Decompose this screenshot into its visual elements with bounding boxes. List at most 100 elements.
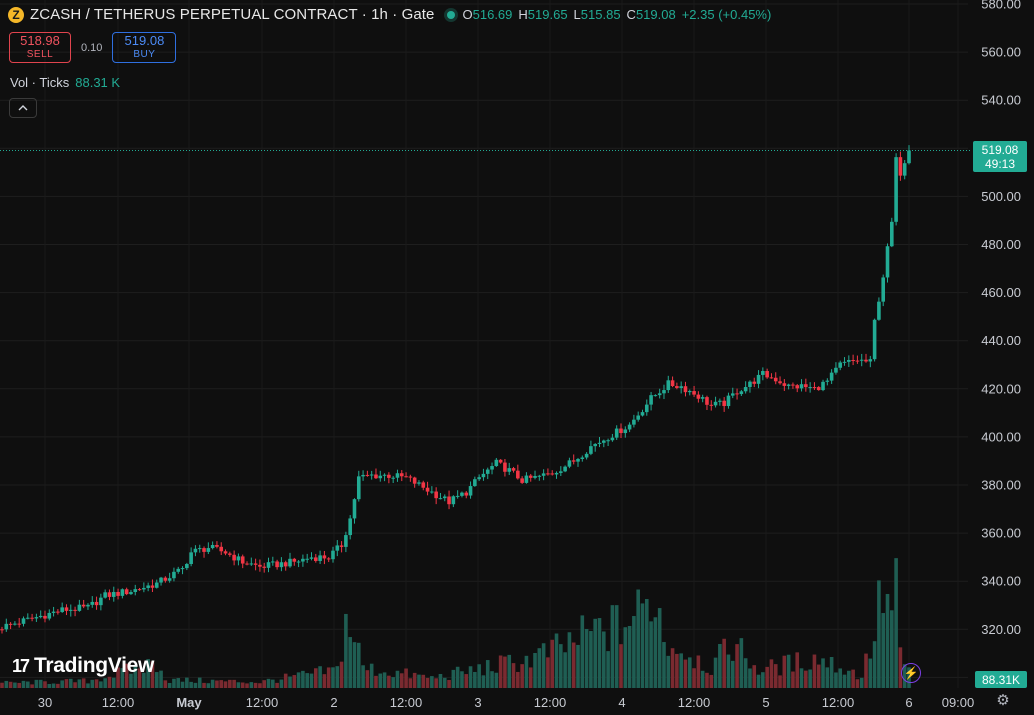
candle-body xyxy=(679,386,683,388)
volume-bar xyxy=(877,580,881,688)
market-status-dot-icon[interactable] xyxy=(446,10,455,19)
time-tick-label: 3 xyxy=(474,695,481,710)
volume-bar xyxy=(219,680,224,688)
candle-body xyxy=(318,555,322,561)
volume-bar xyxy=(417,674,421,688)
candle-body xyxy=(554,472,559,475)
volume-bar xyxy=(116,667,120,688)
volume-bar xyxy=(73,682,77,688)
buy-button[interactable]: 519.08 BUY xyxy=(112,32,177,63)
volume-bar xyxy=(520,664,524,688)
volume-bar xyxy=(825,667,830,688)
collapse-legend-button[interactable] xyxy=(9,98,37,118)
sell-label: SELL xyxy=(26,48,54,60)
candle-body xyxy=(185,563,189,569)
volume-bar xyxy=(56,683,60,688)
candle-body xyxy=(636,415,640,420)
volume-bar xyxy=(687,657,692,688)
price-tick-label: 400.00 xyxy=(981,429,1021,444)
volume-bar xyxy=(778,675,782,688)
candle-body xyxy=(847,360,851,362)
candle-body xyxy=(782,383,787,386)
candles xyxy=(0,145,911,634)
volume-bar xyxy=(511,663,516,688)
price-axis[interactable]: 580.00560.00540.00520.00500.00480.00460.… xyxy=(981,0,1021,685)
candle-body xyxy=(842,361,847,363)
candle-body xyxy=(425,487,430,492)
candle-body xyxy=(150,585,155,588)
candle-body xyxy=(60,607,64,613)
volume-bar xyxy=(619,644,623,688)
tradingview-logo[interactable]: 17 TradingView xyxy=(12,654,154,678)
volume-legend[interactable]: Vol · Ticks 88.31 K xyxy=(10,75,120,90)
volume-bar xyxy=(236,682,241,688)
candle-body xyxy=(146,585,150,588)
price-tick-label: 380.00 xyxy=(981,478,1021,493)
volume-bar xyxy=(404,668,408,688)
time-tick-label: 4 xyxy=(618,695,625,710)
candle-body xyxy=(387,474,391,478)
candle-body xyxy=(761,371,765,375)
candle-body xyxy=(683,386,688,393)
volume-bar xyxy=(47,684,52,688)
candle-body xyxy=(516,470,520,479)
volume-bar xyxy=(434,678,438,688)
volume-bar xyxy=(498,655,503,688)
volume-bar xyxy=(137,668,142,688)
volume-bar xyxy=(176,678,181,688)
volume-bar xyxy=(425,677,430,688)
time-tick-label: 09:00 xyxy=(942,695,975,710)
volume-bar xyxy=(644,599,649,688)
candle-body xyxy=(593,443,598,447)
gear-icon[interactable]: ⚙ xyxy=(996,692,1010,709)
volume-bar xyxy=(636,589,640,688)
candle-body xyxy=(421,482,426,488)
volume-bar xyxy=(442,677,447,688)
volume-bar xyxy=(657,608,662,688)
volume-bar xyxy=(563,652,567,688)
candle-body xyxy=(881,277,886,302)
volume-bar xyxy=(348,637,352,688)
sell-button[interactable]: 518.98 SELL xyxy=(9,32,71,63)
volume-bar xyxy=(64,679,69,688)
candle-body xyxy=(210,544,215,549)
volume-bar xyxy=(460,671,464,688)
candle-body xyxy=(503,462,507,472)
volume-bar xyxy=(296,672,301,688)
symbol-title[interactable]: ZCASH / TETHERUS PERPETUAL CONTRACT · 1h… xyxy=(30,6,435,23)
volume-bar xyxy=(653,617,658,688)
candle-body xyxy=(799,384,804,389)
volume-bar xyxy=(786,654,791,688)
candle-body xyxy=(167,578,172,581)
volume-bar xyxy=(51,683,56,688)
candle-body xyxy=(597,442,602,444)
volume-bar xyxy=(516,671,520,688)
candle-body xyxy=(339,545,344,547)
volume-bar xyxy=(537,648,542,688)
volume-bar xyxy=(13,682,17,688)
candle-body xyxy=(877,301,881,320)
time-axis[interactable]: 30 12:00 May 12:00 2 12:00 3 12:00 4 12:00 5 12:00 6… xyxy=(38,695,975,710)
volume-bar xyxy=(567,632,572,688)
candle-body xyxy=(344,535,348,547)
candle-body xyxy=(249,563,254,565)
volume-bar xyxy=(25,681,30,688)
candle-body xyxy=(644,404,649,413)
candle-body xyxy=(68,609,73,611)
volume-bar xyxy=(533,652,537,688)
candle-body xyxy=(378,475,383,479)
candle-body xyxy=(159,577,163,583)
volume-bar xyxy=(838,668,843,688)
volume-bar xyxy=(451,669,456,688)
candle-body xyxy=(511,468,516,471)
candle-body xyxy=(623,429,628,434)
candle-body xyxy=(576,458,580,462)
volume-bar xyxy=(150,661,155,688)
tradingview-mark-icon: 17 xyxy=(12,655,30,676)
candle-body xyxy=(589,446,593,454)
lightning-icon[interactable]: ⚡ xyxy=(901,663,921,683)
volume-bar xyxy=(571,642,576,688)
candle-body xyxy=(189,552,193,564)
